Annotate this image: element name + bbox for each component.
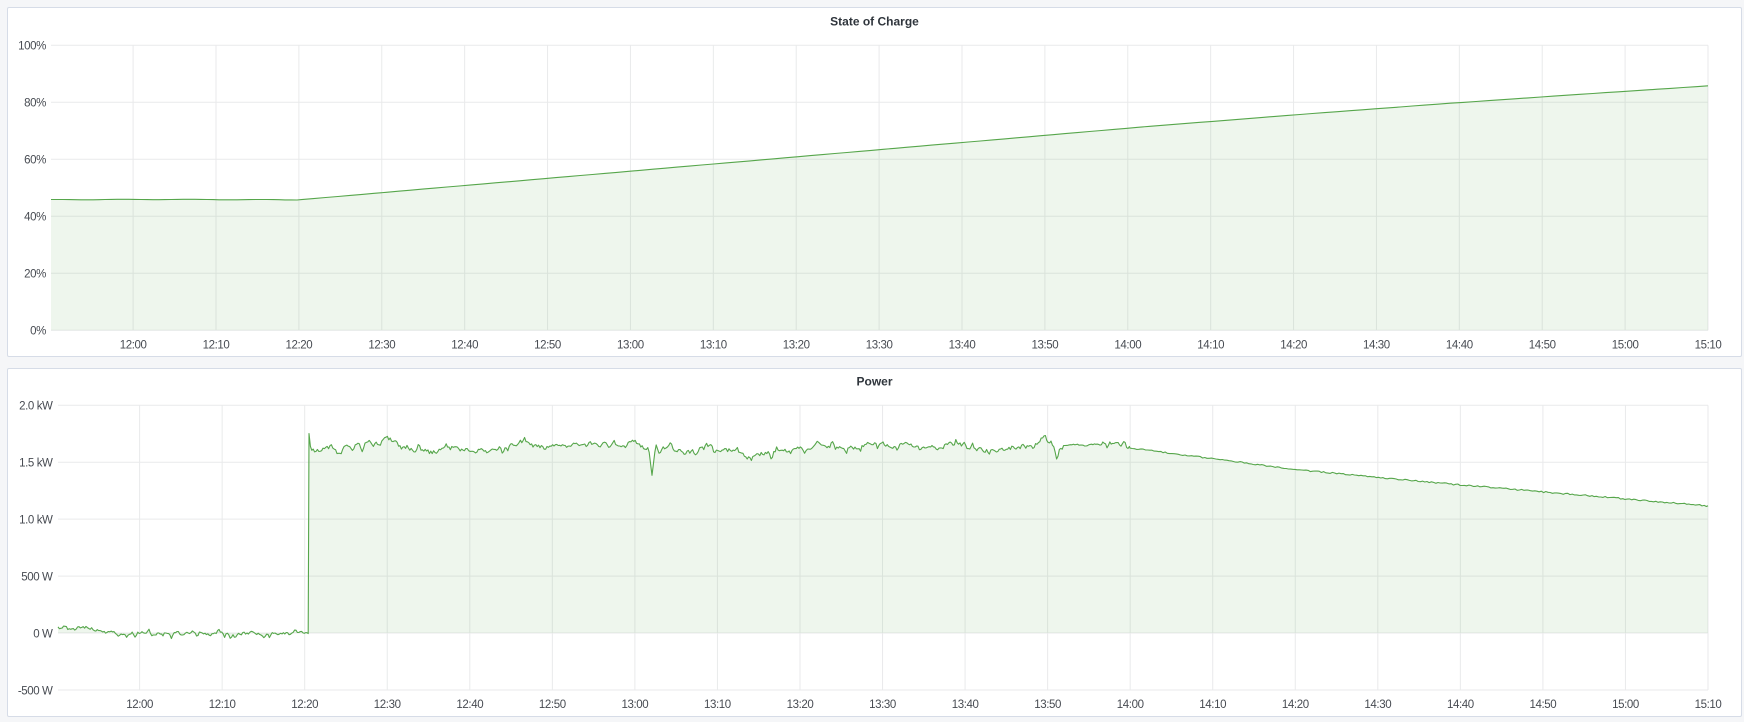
svg-text:40%: 40% bbox=[24, 212, 46, 224]
svg-text:14:40: 14:40 bbox=[1446, 340, 1473, 352]
svg-text:1.5 kW: 1.5 kW bbox=[19, 458, 53, 470]
svg-text:12:30: 12:30 bbox=[368, 340, 395, 352]
svg-text:13:40: 13:40 bbox=[952, 699, 979, 711]
svg-text:14:10: 14:10 bbox=[1197, 340, 1224, 352]
svg-text:15:00: 15:00 bbox=[1612, 699, 1639, 711]
svg-text:13:30: 13:30 bbox=[869, 699, 896, 711]
svg-text:14:50: 14:50 bbox=[1530, 699, 1557, 711]
svg-text:12:30: 12:30 bbox=[374, 699, 401, 711]
svg-text:13:00: 13:00 bbox=[622, 699, 649, 711]
svg-text:1.0 kW: 1.0 kW bbox=[19, 515, 53, 527]
svg-text:Power: Power bbox=[856, 375, 892, 389]
svg-text:13:20: 13:20 bbox=[783, 340, 810, 352]
svg-text:12:10: 12:10 bbox=[209, 699, 236, 711]
svg-text:20%: 20% bbox=[24, 269, 46, 281]
svg-text:80%: 80% bbox=[24, 98, 46, 110]
svg-text:14:00: 14:00 bbox=[1114, 340, 1141, 352]
svg-text:State of Charge: State of Charge bbox=[830, 15, 919, 29]
svg-text:15:10: 15:10 bbox=[1695, 340, 1722, 352]
svg-text:14:00: 14:00 bbox=[1117, 699, 1144, 711]
svg-text:14:30: 14:30 bbox=[1363, 340, 1390, 352]
svg-text:12:40: 12:40 bbox=[456, 699, 483, 711]
svg-text:13:50: 13:50 bbox=[1032, 340, 1059, 352]
svg-text:0 W: 0 W bbox=[33, 629, 53, 641]
svg-text:60%: 60% bbox=[24, 155, 46, 167]
svg-text:12:20: 12:20 bbox=[291, 699, 318, 711]
svg-text:13:30: 13:30 bbox=[866, 340, 893, 352]
svg-text:13:40: 13:40 bbox=[949, 340, 976, 352]
svg-text:-500 W: -500 W bbox=[18, 685, 53, 697]
svg-text:14:20: 14:20 bbox=[1280, 340, 1307, 352]
svg-text:14:10: 14:10 bbox=[1199, 699, 1226, 711]
svg-text:13:20: 13:20 bbox=[787, 699, 814, 711]
svg-text:15:10: 15:10 bbox=[1695, 699, 1722, 711]
svg-text:13:00: 13:00 bbox=[617, 340, 644, 352]
svg-text:12:00: 12:00 bbox=[120, 340, 147, 352]
svg-text:12:40: 12:40 bbox=[451, 340, 478, 352]
svg-text:15:00: 15:00 bbox=[1612, 340, 1639, 352]
svg-text:12:00: 12:00 bbox=[126, 699, 153, 711]
svg-text:0%: 0% bbox=[30, 326, 46, 338]
svg-text:13:50: 13:50 bbox=[1034, 699, 1061, 711]
svg-text:2.0 kW: 2.0 kW bbox=[19, 401, 53, 413]
svg-text:14:40: 14:40 bbox=[1447, 699, 1474, 711]
svg-text:500 W: 500 W bbox=[21, 572, 53, 584]
svg-text:100%: 100% bbox=[18, 41, 46, 53]
svg-text:12:10: 12:10 bbox=[203, 340, 230, 352]
svg-text:13:10: 13:10 bbox=[700, 340, 727, 352]
svg-text:14:20: 14:20 bbox=[1282, 699, 1309, 711]
svg-text:12:50: 12:50 bbox=[534, 340, 561, 352]
svg-text:12:20: 12:20 bbox=[286, 340, 313, 352]
svg-text:14:30: 14:30 bbox=[1364, 699, 1391, 711]
svg-text:14:50: 14:50 bbox=[1529, 340, 1556, 352]
svg-text:12:50: 12:50 bbox=[539, 699, 566, 711]
svg-text:13:10: 13:10 bbox=[704, 699, 731, 711]
